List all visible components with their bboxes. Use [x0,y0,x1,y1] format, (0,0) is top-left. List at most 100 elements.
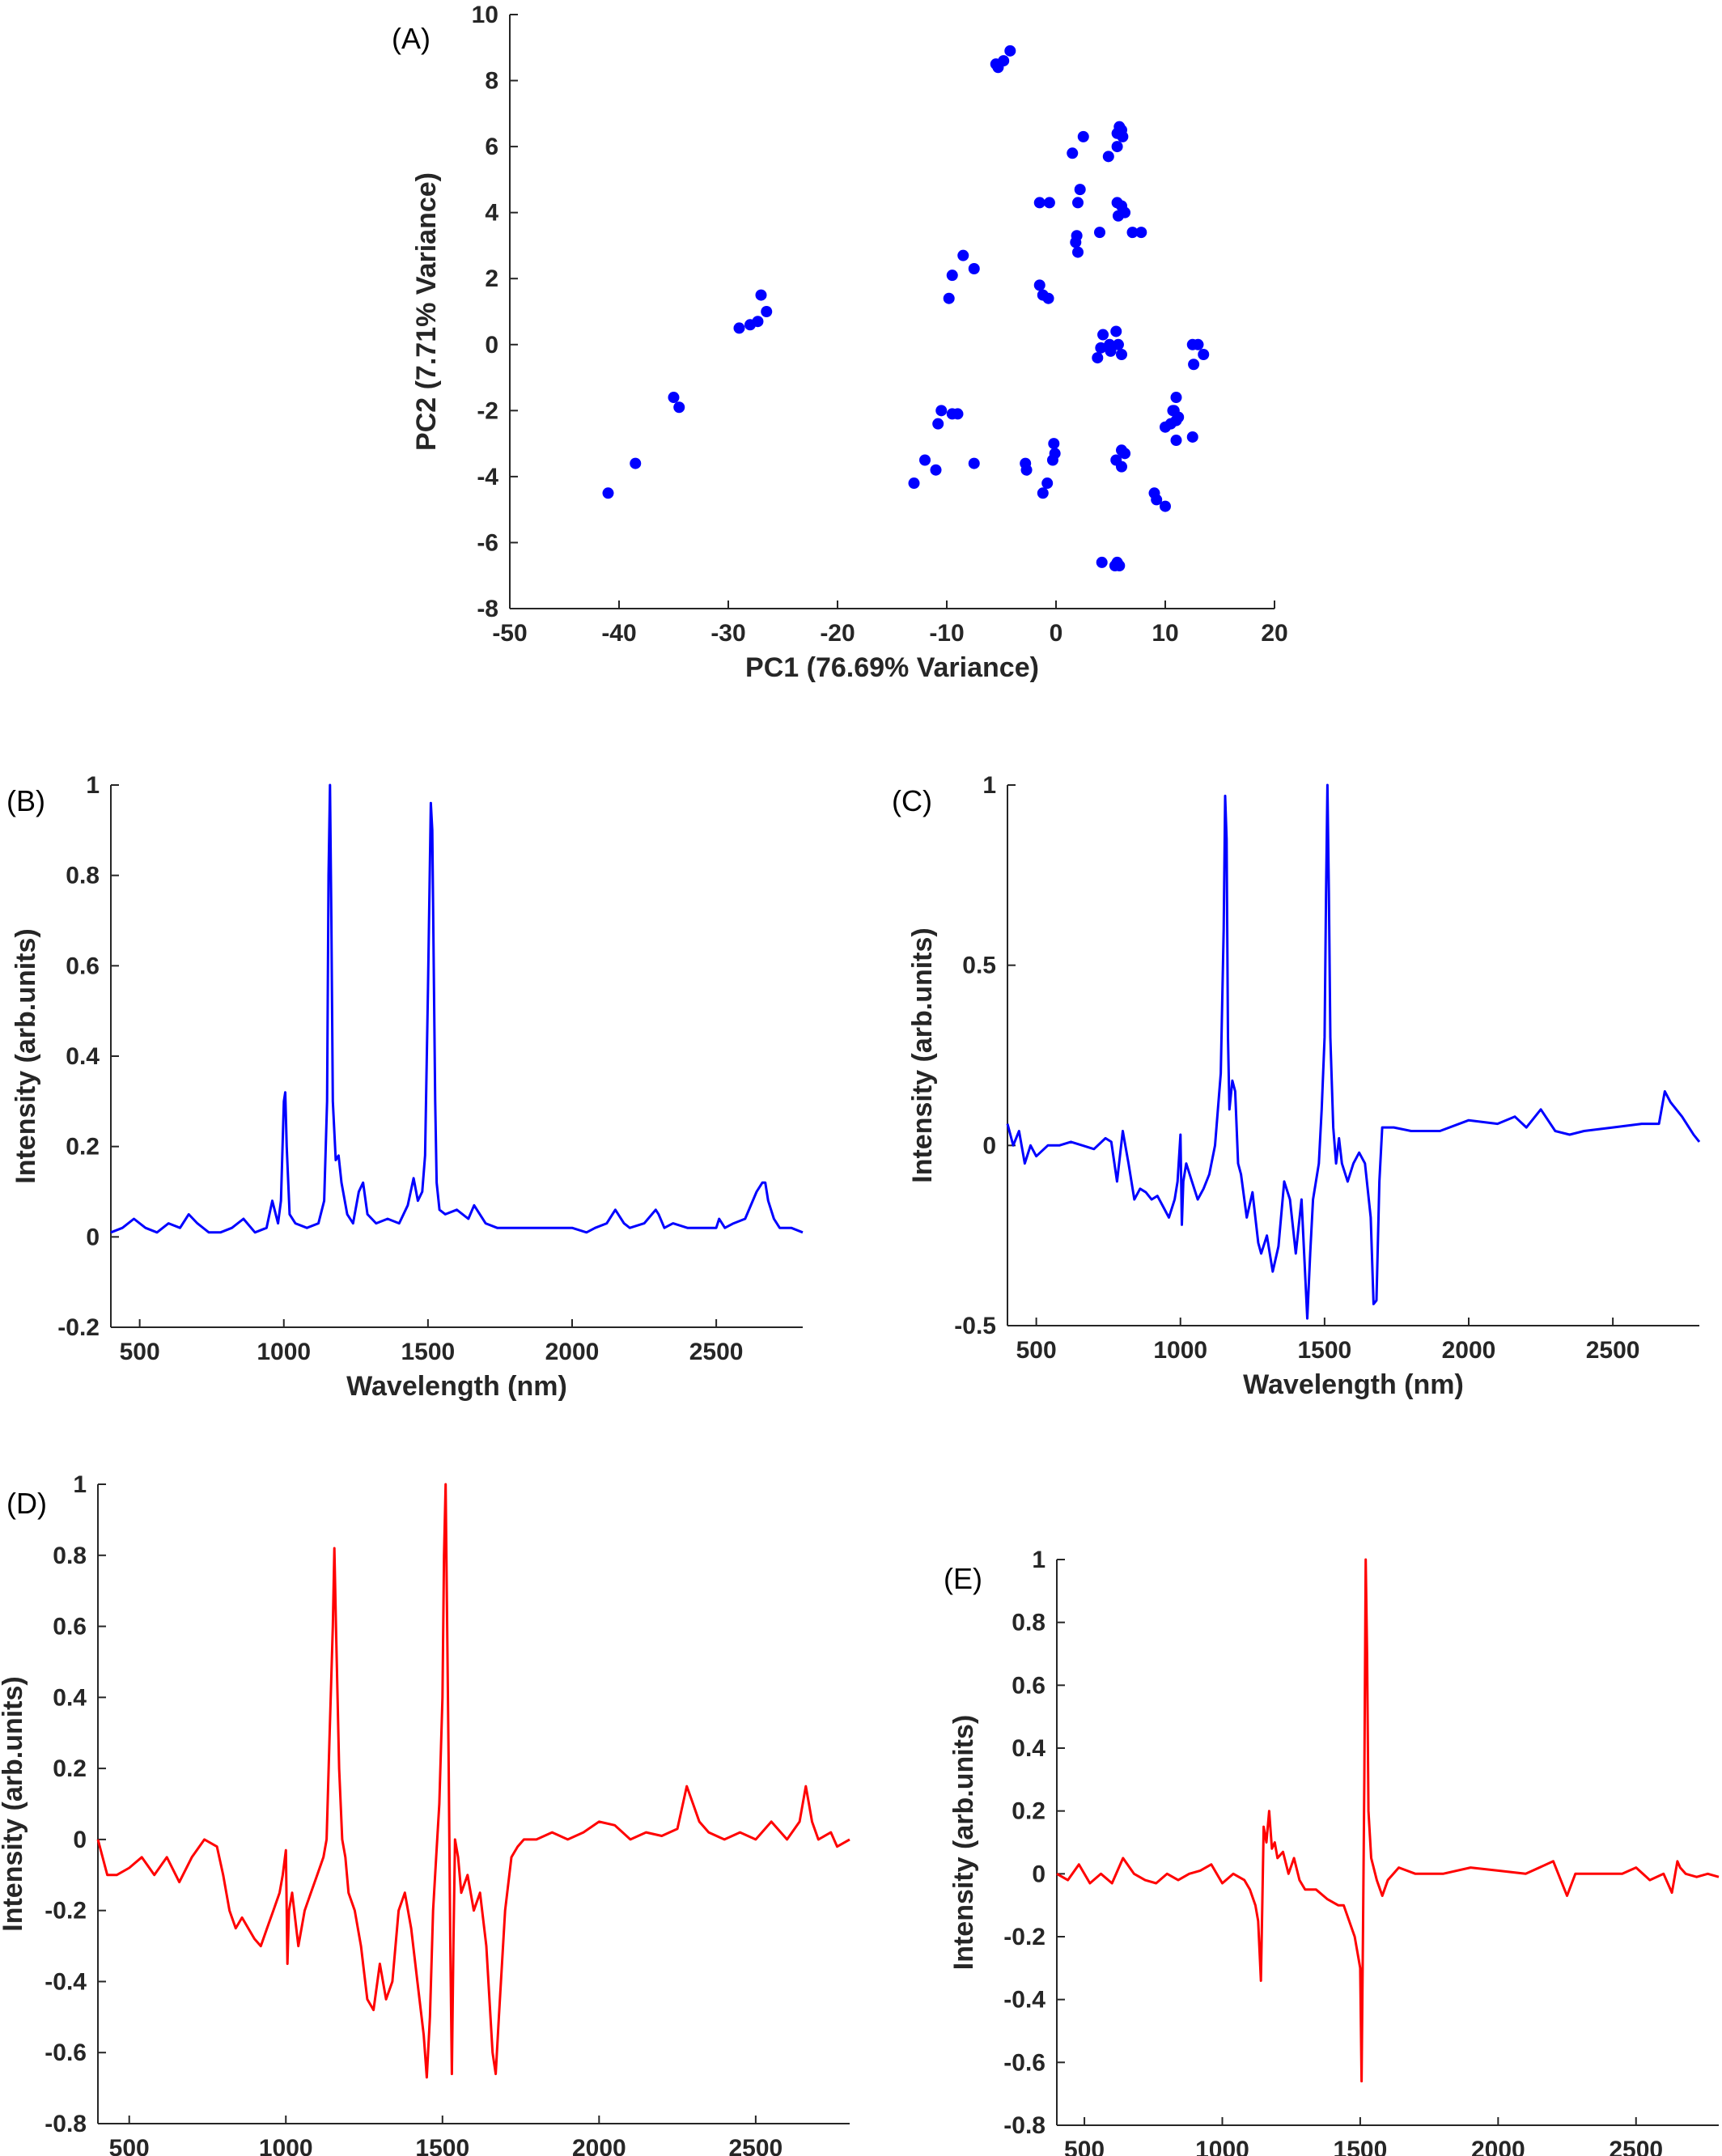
data-point [1126,227,1139,239]
data-point [1072,197,1084,209]
x-axis-label: Wavelength (nm) [1243,1369,1464,1400]
x-tick-label: 1000 [259,2135,313,2156]
data-point [1041,477,1054,490]
data-point [1198,349,1210,361]
data-point [1048,438,1060,450]
data-point [1095,342,1107,354]
data-point [1071,230,1083,242]
x-tick-label: -20 [820,620,855,647]
spectrum-line [1056,1558,1720,2083]
data-point [957,249,969,261]
y-tick-label: -6 [477,529,498,556]
y-tick-label: 0 [86,1224,100,1250]
panel-label: (B) [6,784,45,817]
y-tick-label: -0.5 [954,1313,996,1339]
y-tick-label: -2 [477,397,498,424]
panel-label: (C) [892,784,932,817]
data-point [1117,130,1129,142]
y-tick-label: 0.4 [66,1043,100,1070]
data-point [1105,345,1117,357]
panel-b: (B) 500 1000 1500 2000 2500 -0.2 0 0.2 0.4 0.6 0.8 1… [6,772,804,1402]
data-point [1094,227,1105,239]
x-tick-label: 2500 [1609,2137,1663,2156]
y-tick-label: -0.2 [45,1898,87,1925]
x-tick-label: -40 [601,620,636,647]
y-tick-label: -0.8 [1003,2112,1046,2139]
y-tick-label: -0.8 [45,2111,87,2137]
y-tick-label: 1 [982,772,996,799]
panel-label: (D) [6,1487,47,1520]
x-tick-label: 500 [1016,1337,1057,1364]
data-point [1186,431,1198,443]
x-tick-label: 1500 [401,1339,456,1365]
y-axis-label: PC2 (7.71% Variance) [411,172,442,451]
data-point [1170,414,1182,427]
data-point [1170,392,1182,404]
x-tick-label: 2500 [689,1339,744,1365]
data-point [992,62,1004,74]
spectrum-line [1006,783,1701,1320]
x-tick-label: 2000 [572,2135,626,2156]
y-tick-label: 10 [472,2,498,28]
data-point [1067,147,1079,159]
x-tick-label: -10 [929,620,964,647]
data-point [1135,227,1147,239]
x-tick-label: 1000 [1195,2137,1249,2156]
y-tick-label: -0.2 [1003,1924,1046,1950]
data-point [919,454,931,466]
spectrum-line [96,1483,850,2079]
y-tick-label: 0 [982,1132,996,1159]
y-axis-label: Intensity (arb.units) [907,927,938,1182]
data-point [935,405,948,417]
x-tick-label: 500 [120,1339,160,1365]
x-tick-label: 500 [109,2135,150,2156]
panel-e: (E) 500 1000 1500 2000 2500 -0.8 -0.6 -0.4 -0.2 0 0… [944,1547,1720,2156]
panel-d: (D) 500 1000 1500 2000 2500 -0.8 -0.6 -0.4 -0.2 0 0… [0,1471,850,2156]
y-tick-label: 0.8 [1012,1610,1046,1636]
data-point [602,487,614,499]
data-point [1072,246,1084,258]
y-tick-label: 1 [86,772,100,799]
x-axis-label: PC1 (76.69% Variance) [745,652,1039,683]
x-tick-label: 2000 [1471,2137,1525,2156]
x-tick-label: 1500 [1334,2137,1388,2156]
x-tick-label: -30 [710,620,745,647]
data-point [932,418,944,430]
data-point [755,289,767,301]
y-tick-label: 0 [73,1827,87,1853]
y-tick-label: 0.6 [66,953,100,979]
data-point [968,262,980,274]
data-point [1160,500,1171,512]
y-tick-label: -0.4 [45,1968,87,1995]
data-point [946,270,958,282]
data-point [1116,349,1127,361]
data-point [1112,338,1124,350]
x-tick-label: -50 [492,620,527,647]
data-point [1042,292,1054,304]
y-tick-label: 0.8 [66,863,100,889]
data-point [1092,352,1104,364]
data-point [1188,359,1200,371]
data-point [952,408,964,420]
data-point [630,457,642,469]
x-tick-label: 2500 [729,2135,783,2156]
data-point [1033,197,1046,209]
y-tick-label: -8 [477,596,498,622]
data-point [1119,448,1131,460]
x-tick-label: 10 [1152,620,1178,647]
data-point [908,477,920,490]
data-point [968,457,980,469]
x-tick-label: 1000 [1153,1337,1207,1364]
data-point [930,464,942,476]
y-tick-label: 0.8 [53,1543,87,1569]
y-axis-label: Intensity (arb.units) [11,928,41,1183]
x-tick-label: 0 [1050,620,1063,647]
y-tick-label: 0 [1032,1861,1046,1887]
data-point [744,319,756,331]
x-tick-label: 1000 [257,1339,311,1365]
y-tick-label: 0.6 [53,1614,87,1640]
data-point [1167,405,1179,417]
y-tick-label: 8 [485,68,498,95]
data-point [1020,464,1033,476]
